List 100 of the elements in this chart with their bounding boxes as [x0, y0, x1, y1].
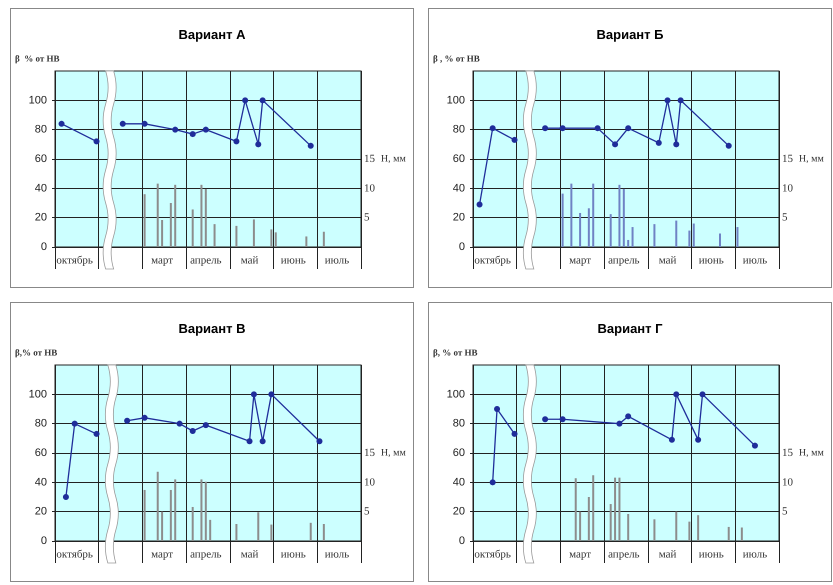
- chart-title: Вариант Б: [596, 27, 664, 42]
- point: [94, 138, 100, 144]
- bar: [144, 194, 146, 247]
- y2-tick-label: 15: [782, 447, 794, 459]
- bar: [204, 188, 207, 247]
- bar: [618, 478, 620, 541]
- bar: [588, 497, 590, 541]
- bar: [632, 227, 634, 247]
- point: [316, 438, 322, 444]
- point: [490, 479, 496, 486]
- point: [490, 125, 496, 132]
- point: [512, 430, 518, 437]
- bar: [170, 490, 172, 541]
- bar: [192, 506, 194, 541]
- x-tick-label: октябрь: [56, 548, 93, 560]
- y2-tick-label: 15: [782, 153, 794, 165]
- bar: [610, 214, 612, 247]
- bar: [728, 526, 730, 541]
- point: [673, 391, 680, 398]
- y-tick-label: 0: [40, 241, 47, 253]
- x-tick-label: июль: [742, 548, 768, 560]
- bar: [170, 203, 172, 247]
- y-tick-label: 20: [34, 212, 47, 224]
- point: [58, 120, 65, 127]
- y-tick-label: 0: [458, 535, 465, 547]
- point: [700, 391, 706, 398]
- chart-title: Вариант Г: [598, 321, 664, 336]
- point: [625, 125, 632, 132]
- point: [120, 120, 126, 127]
- y-tick-label: 0: [40, 535, 47, 547]
- bar: [736, 227, 738, 247]
- point: [94, 430, 100, 437]
- bar: [618, 184, 620, 247]
- chart-title: Вариант В: [178, 321, 246, 336]
- bar: [214, 224, 216, 247]
- point: [190, 428, 196, 434]
- point: [542, 125, 548, 132]
- point: [62, 494, 69, 500]
- y-tick-label: 100: [28, 388, 47, 400]
- bar: [156, 472, 159, 541]
- y-axis-title: β,% от НВ: [15, 348, 58, 358]
- point: [233, 138, 240, 144]
- bar: [274, 232, 277, 247]
- bar: [614, 478, 616, 541]
- point: [190, 131, 196, 138]
- bar: [718, 234, 721, 247]
- bar: [610, 504, 612, 541]
- y2-tick-label: 10: [782, 182, 794, 194]
- y2-tick-label: 5: [782, 506, 788, 518]
- bar: [270, 229, 272, 247]
- x-tick-label: апрель: [190, 254, 222, 266]
- bar: [562, 194, 564, 247]
- point: [695, 436, 702, 443]
- y2-axis-title: H, мм: [798, 154, 824, 164]
- point: [673, 141, 680, 148]
- bar: [257, 512, 260, 541]
- x-tick-label: июнь: [698, 254, 724, 266]
- y2-tick-label: 5: [364, 212, 370, 224]
- point: [268, 391, 274, 398]
- x-tick-label: май: [240, 254, 258, 266]
- bar: [579, 212, 582, 247]
- point: [656, 140, 662, 146]
- bar: [200, 479, 202, 541]
- x-tick-label: май: [658, 254, 676, 266]
- y2-axis-title: H, мм: [798, 448, 824, 458]
- y-tick-label: 40: [34, 476, 47, 488]
- point: [172, 126, 178, 133]
- point: [668, 436, 675, 443]
- x-tick-label: октябрь: [474, 548, 511, 560]
- point: [246, 438, 253, 444]
- x-tick-label: апрель: [190, 548, 222, 560]
- x-tick-label: июнь: [280, 254, 306, 266]
- point: [512, 136, 518, 143]
- y-tick-label: 20: [34, 506, 47, 518]
- x-tick-label: март: [151, 254, 174, 266]
- x-tick-label: апрель: [608, 254, 640, 266]
- bar: [305, 236, 308, 247]
- y-tick-label: 100: [446, 94, 465, 106]
- bar: [204, 482, 207, 541]
- bar: [574, 478, 577, 541]
- point: [612, 141, 618, 148]
- point: [260, 97, 266, 104]
- point: [202, 422, 209, 428]
- y-axis-title: β , % от НВ: [433, 54, 480, 64]
- x-tick-label: май: [658, 548, 676, 560]
- point: [542, 416, 548, 422]
- bar: [174, 184, 176, 247]
- bar: [588, 208, 590, 247]
- y-tick-label: 20: [452, 212, 465, 224]
- point: [260, 438, 266, 444]
- point: [250, 391, 257, 398]
- y2-axis-title: H, мм: [380, 448, 406, 458]
- bar: [627, 240, 630, 247]
- bar: [192, 209, 194, 247]
- bar: [592, 475, 594, 541]
- y-tick-label: 40: [452, 182, 465, 194]
- x-tick-label: октябрь: [56, 254, 93, 266]
- bar: [570, 184, 572, 247]
- y2-tick-label: 10: [364, 476, 376, 488]
- point: [142, 120, 148, 127]
